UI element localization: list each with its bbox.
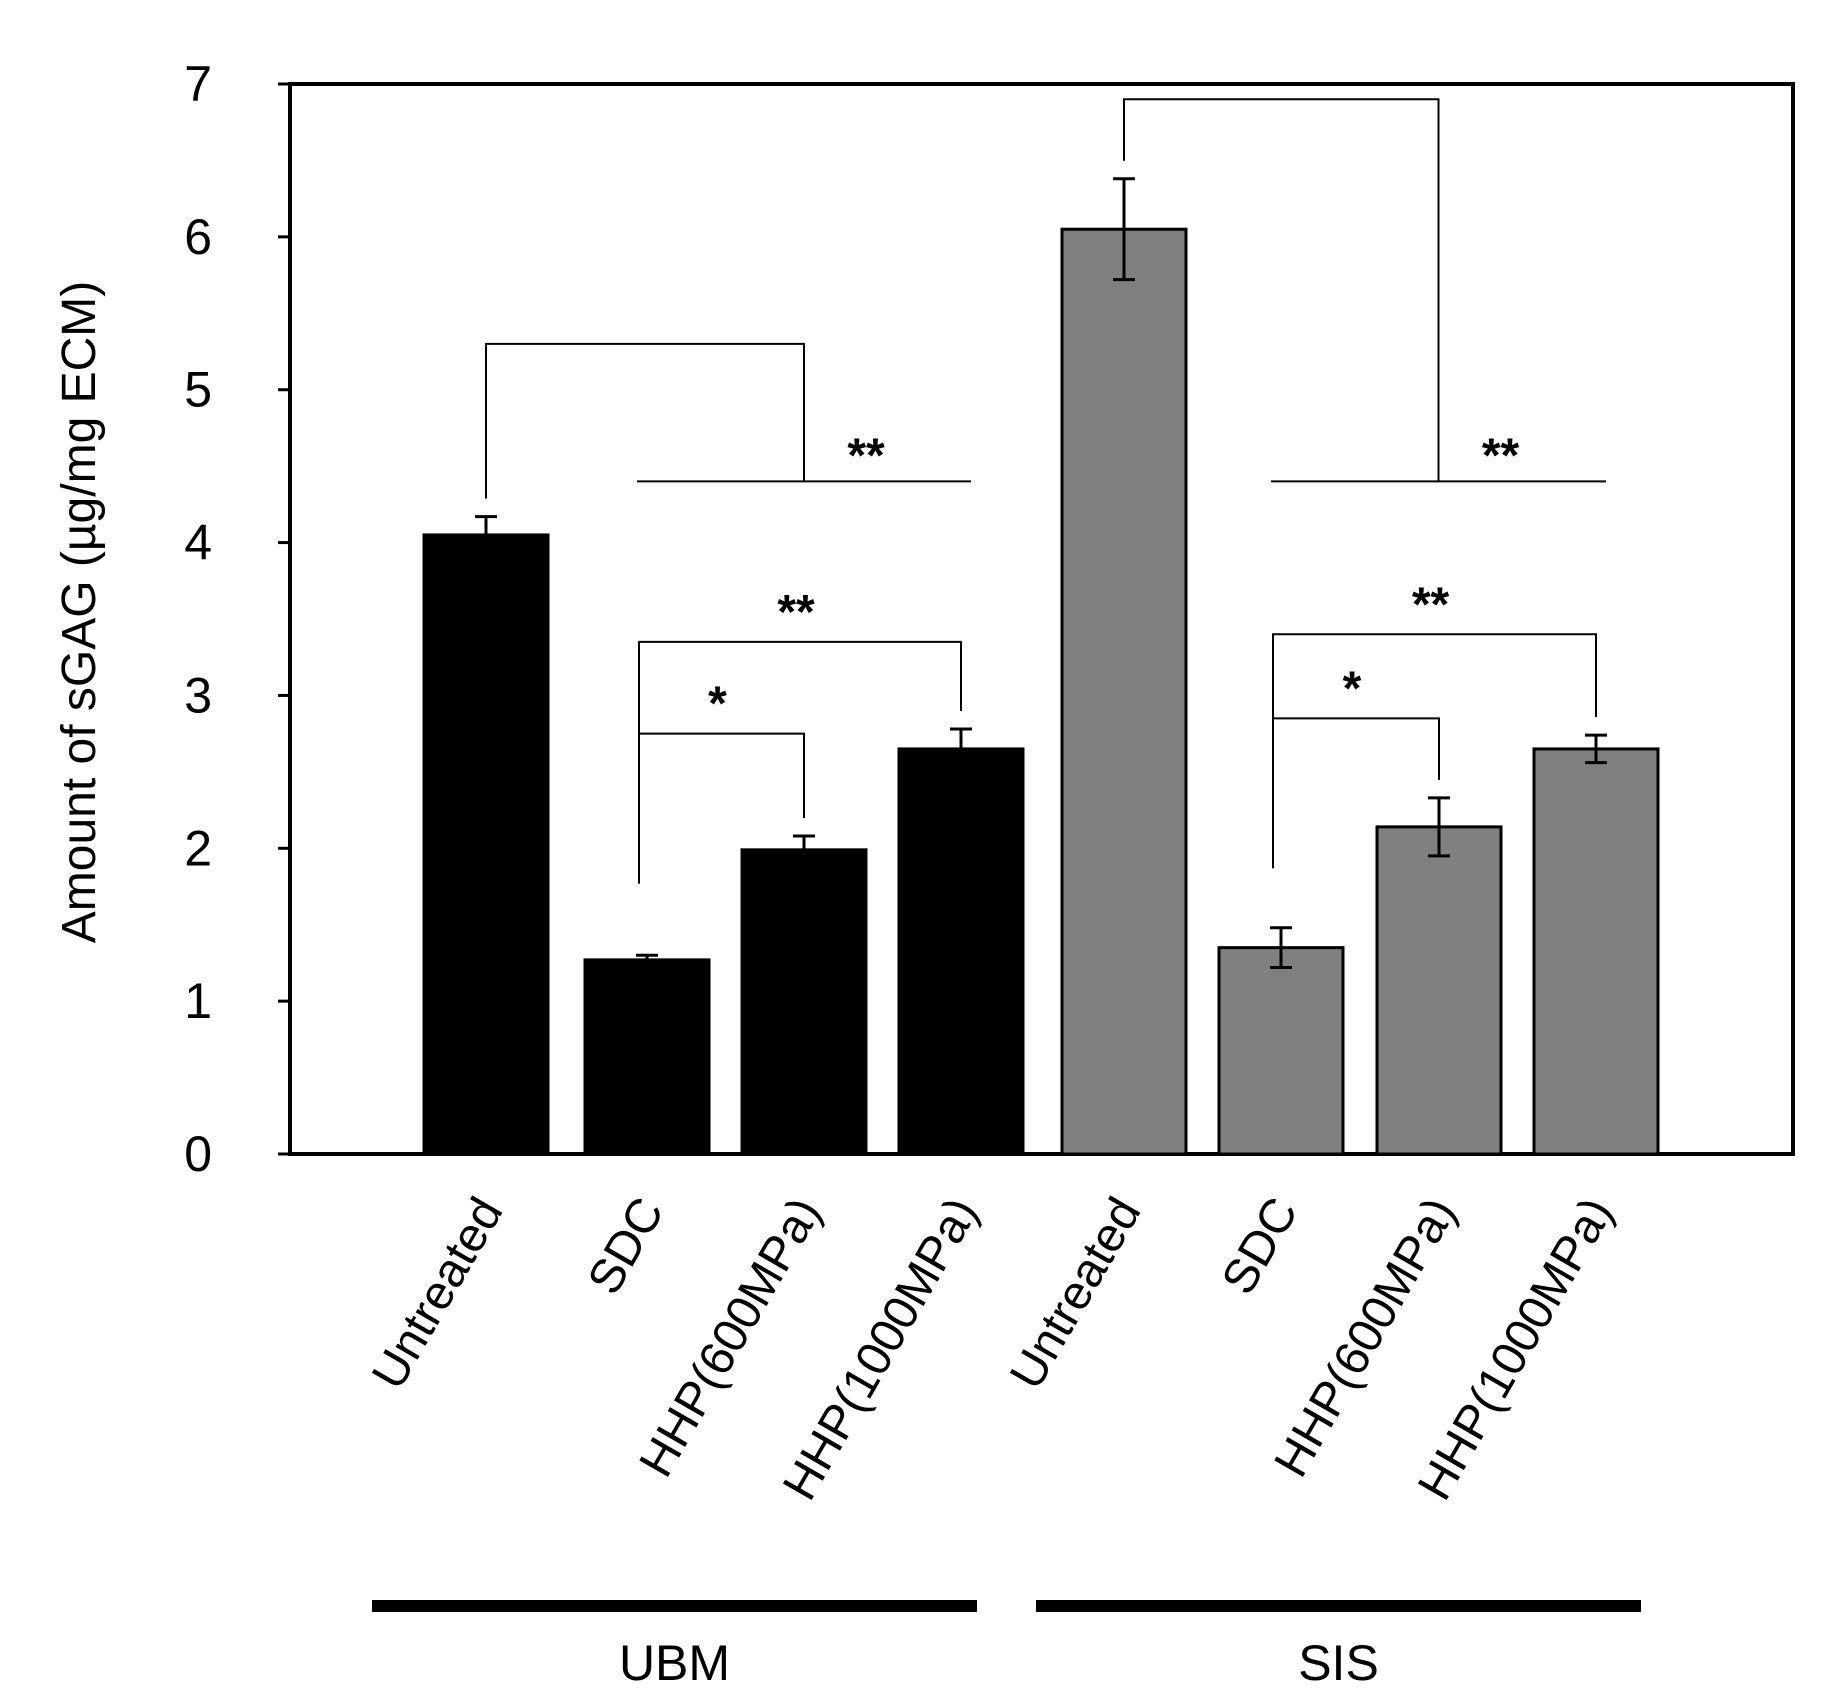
significance-label: **	[777, 586, 815, 639]
group-label: SIS	[1298, 1635, 1379, 1691]
significance-bracket	[638, 732, 805, 884]
bar	[1375, 825, 1503, 1156]
bar	[1060, 227, 1188, 1156]
y-tick-label: 3	[184, 667, 212, 723]
y-tick-label: 5	[184, 362, 212, 418]
bar	[1217, 946, 1345, 1156]
bars-layer	[422, 227, 1660, 1156]
bar	[583, 958, 711, 1156]
bar	[897, 747, 1025, 1156]
y-tick-label: 4	[184, 515, 212, 571]
error-bars-layer	[475, 177, 1607, 970]
significance-bracket	[1272, 717, 1440, 869]
y-axis-title: Amount of sGAG (µg/mg ECM)	[53, 281, 106, 943]
group-underline	[372, 1600, 977, 1612]
x-category-label: SDC	[1212, 1189, 1309, 1303]
significance-label: **	[847, 429, 885, 482]
y-tick-label: 2	[184, 820, 212, 876]
significance-layer: **********	[485, 98, 1606, 884]
y-tick-label: 6	[184, 209, 212, 265]
x-category-label: Untreated	[362, 1189, 513, 1398]
bar	[422, 533, 550, 1156]
significance-label: **	[1482, 429, 1520, 482]
significance-bracket	[485, 342, 805, 499]
significance-label: **	[1412, 578, 1450, 631]
significance-bracket	[638, 640, 962, 792]
significance-label: *	[708, 678, 727, 731]
group-underline	[1036, 1600, 1641, 1612]
significance-bracket	[1123, 98, 1440, 482]
significance-label: *	[1343, 662, 1362, 715]
group-labels: UBM SIS	[372, 1600, 1641, 1691]
y-tick-label: 7	[184, 56, 212, 112]
bar	[740, 848, 868, 1156]
y-tick-label: 0	[184, 1126, 212, 1182]
bar	[1532, 747, 1660, 1156]
group-label: UBM	[619, 1635, 730, 1691]
x-category-label: Untreated	[1000, 1189, 1151, 1398]
significance-bracket	[1272, 633, 1597, 785]
y-axis-ticks: 0 1 2 3 4 5 6 7	[184, 56, 290, 1182]
y-tick-label: 1	[184, 973, 212, 1029]
x-category-label: SDC	[578, 1189, 675, 1303]
plot-frame	[288, 82, 1795, 1156]
